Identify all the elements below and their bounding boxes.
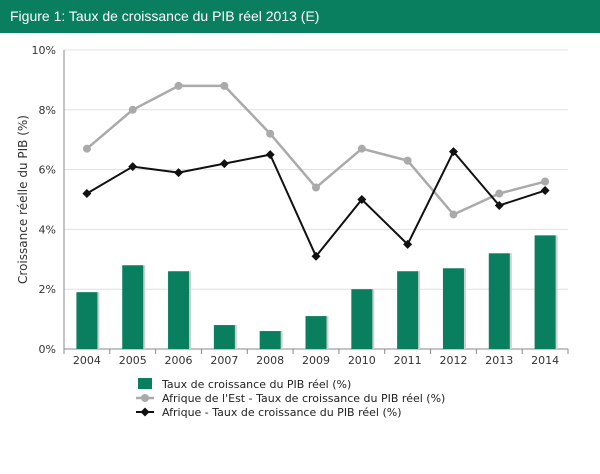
x-tick-label: 2010 [348, 354, 376, 367]
x-tick-label: 2007 [210, 354, 238, 367]
bar [351, 289, 373, 349]
data-point [266, 129, 275, 138]
x-tick-label: 2005 [119, 354, 147, 367]
y-tick-label: 6% [39, 164, 56, 177]
bar [305, 316, 327, 349]
data-point [357, 195, 367, 204]
data-point [219, 159, 229, 169]
data-point [174, 168, 184, 178]
bar [76, 292, 98, 349]
x-tick-label: 2004 [73, 354, 101, 367]
series-line [86, 84, 546, 216]
legend-label: Afrique - Taux de croissance du PIB réel… [162, 406, 402, 419]
data-point [449, 210, 458, 219]
bar [122, 265, 144, 349]
data-point [128, 162, 138, 172]
data-point [312, 183, 320, 192]
data-point [311, 251, 321, 261]
data-point [403, 239, 413, 249]
bar [442, 268, 464, 349]
figure-header: Figure 1: Taux de croissance du PIB réel… [0, 0, 600, 33]
bar [213, 325, 235, 349]
bar [488, 253, 510, 349]
bar [259, 331, 281, 349]
data-point [265, 150, 275, 160]
data-point [448, 147, 458, 157]
x-tick-label: 2013 [485, 354, 513, 367]
data-point [494, 200, 504, 210]
y-axis-label: Croissance réelle du PIB (%) [16, 115, 30, 284]
legend-swatch-africa-marker [140, 407, 150, 417]
data-point [495, 189, 504, 198]
figure-title: Figure 1: Taux de croissance du PIB réel… [10, 8, 320, 24]
bar [397, 271, 419, 349]
legend-label: Taux de croissance du PIB réel (%) [161, 378, 351, 391]
data-point [82, 189, 92, 199]
x-tick-label: 2009 [302, 354, 330, 367]
data-point [82, 144, 91, 153]
x-tick-label: 2008 [256, 354, 284, 367]
data-point [541, 177, 550, 186]
data-point [220, 81, 229, 90]
data-point [357, 144, 366, 153]
bar [168, 271, 190, 349]
x-tick-label: 2012 [439, 354, 467, 367]
data-point [128, 105, 137, 114]
data-point [403, 156, 412, 165]
y-tick-label: 8% [39, 104, 56, 117]
y-tick-label: 10% [32, 44, 56, 57]
legend-label: Afrique de l'Est - Taux de croissance du… [162, 392, 445, 405]
data-point [540, 186, 550, 196]
x-tick-label: 2011 [394, 354, 422, 367]
y-tick-label: 2% [39, 283, 56, 296]
x-tick-label: 2014 [531, 354, 559, 367]
y-tick-label: 0% [39, 343, 56, 356]
x-tick-label: 2006 [165, 354, 193, 367]
legend-swatch-bar [138, 378, 152, 389]
legend-swatch-east-marker [141, 394, 149, 402]
y-tick-label: 4% [39, 223, 56, 236]
data-point [174, 81, 183, 90]
bar [534, 235, 556, 349]
